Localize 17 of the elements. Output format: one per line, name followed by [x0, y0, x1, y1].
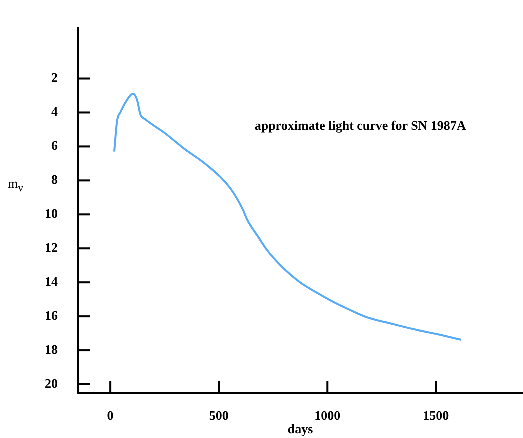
y-axis-title: m$_{v}$ [8, 176, 24, 195]
x-tick-label: 1500 [423, 408, 450, 424]
y-tick-label: 12 [45, 240, 58, 255]
annotation: approximate light curve for SN 1987A [254, 118, 467, 134]
x-axis-title: days [288, 422, 314, 437]
y-tick-label: 14 [45, 274, 58, 289]
y-tick-label: 16 [45, 308, 58, 323]
y-tick-label: 2 [52, 70, 58, 86]
y-tick-label: 20 [45, 376, 58, 391]
y-tick-label: 4 [52, 104, 58, 120]
y-tick-label: 10 [45, 206, 58, 222]
y-tick-label: 18 [45, 342, 58, 357]
y-tick-label: 8 [52, 172, 58, 188]
x-tick-label: 1000 [314, 408, 341, 424]
x-tick-label: 500 [209, 408, 229, 424]
y-tick-label: 6 [52, 138, 58, 154]
x-tick-label: 0 [107, 408, 114, 424]
